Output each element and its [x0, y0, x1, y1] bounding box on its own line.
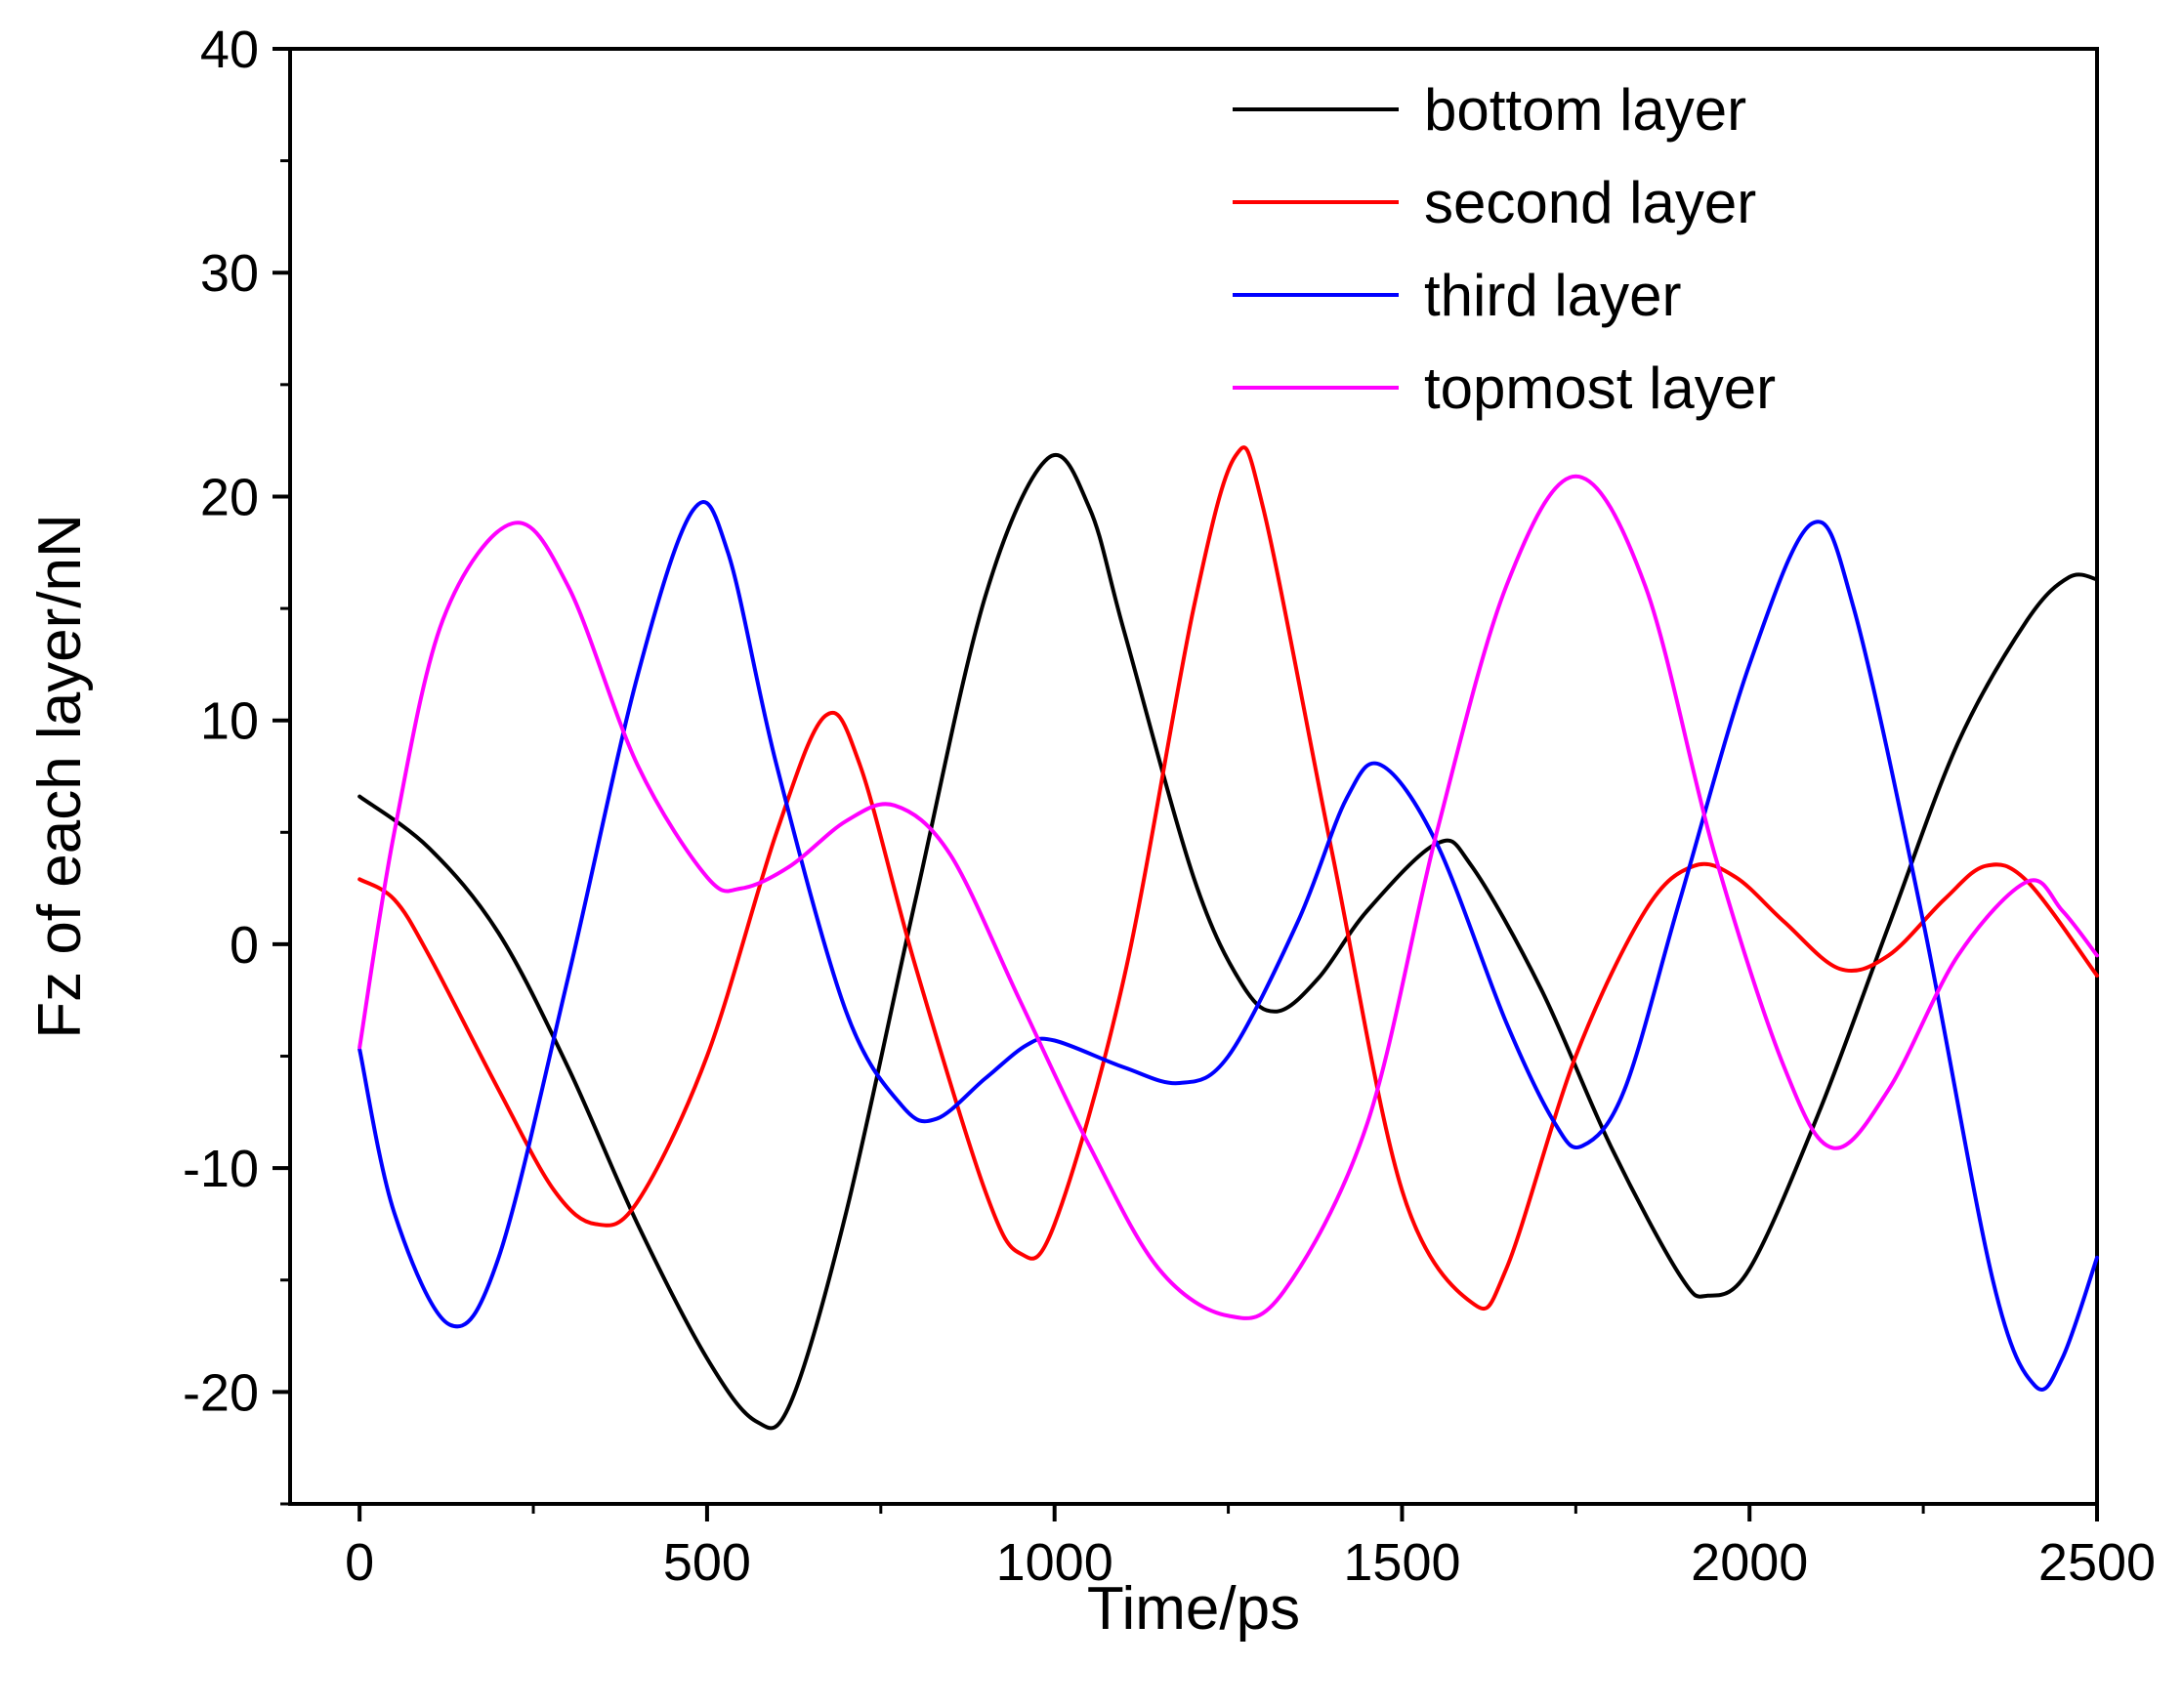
y-tick-label: -10	[183, 1140, 259, 1198]
legend-label-second-layer: second layer	[1424, 170, 1756, 235]
y-tick-label: 20	[200, 468, 259, 526]
y-tick-label: 10	[200, 692, 259, 751]
x-tick-label: 1500	[1343, 1533, 1460, 1592]
x-tick-label: 2500	[2038, 1533, 2156, 1592]
legend-label-topmost-layer: topmost layer	[1424, 355, 1776, 421]
series-line-second-layer	[357, 445, 2099, 1312]
legend-label-bottom-layer: bottom layer	[1424, 77, 1746, 143]
tick-labels: 0 500 1000 1500 2000 2500 -20 -10 0 10 20 30 40	[183, 21, 2156, 1592]
legend: bottom layer second layer third layer topmo…	[1233, 77, 1776, 421]
x-tick-label: 1000	[996, 1533, 1113, 1592]
x-tick-label: 2000	[1691, 1533, 1808, 1592]
x-tick-label: 500	[663, 1533, 751, 1592]
series-line-bottom-layer	[357, 453, 2099, 1431]
y-tick-label: 30	[200, 244, 259, 303]
y-tick-label: -20	[183, 1363, 259, 1422]
y-tick-label: 0	[230, 916, 259, 975]
x-axis-title: Time/ps	[1087, 1575, 1300, 1643]
series-line-topmost-layer	[357, 474, 2099, 1320]
y-axis-title: Fz of each layer/nN	[26, 514, 94, 1039]
plot-frame	[288, 47, 2099, 1506]
x-tick-label: 0	[345, 1533, 374, 1592]
axis-ticks	[273, 47, 2099, 1521]
series-layer	[357, 445, 2099, 1431]
series-line-third-layer	[357, 500, 2099, 1392]
legend-label-third-layer: third layer	[1424, 263, 1681, 328]
y-tick-label: 40	[200, 21, 259, 79]
